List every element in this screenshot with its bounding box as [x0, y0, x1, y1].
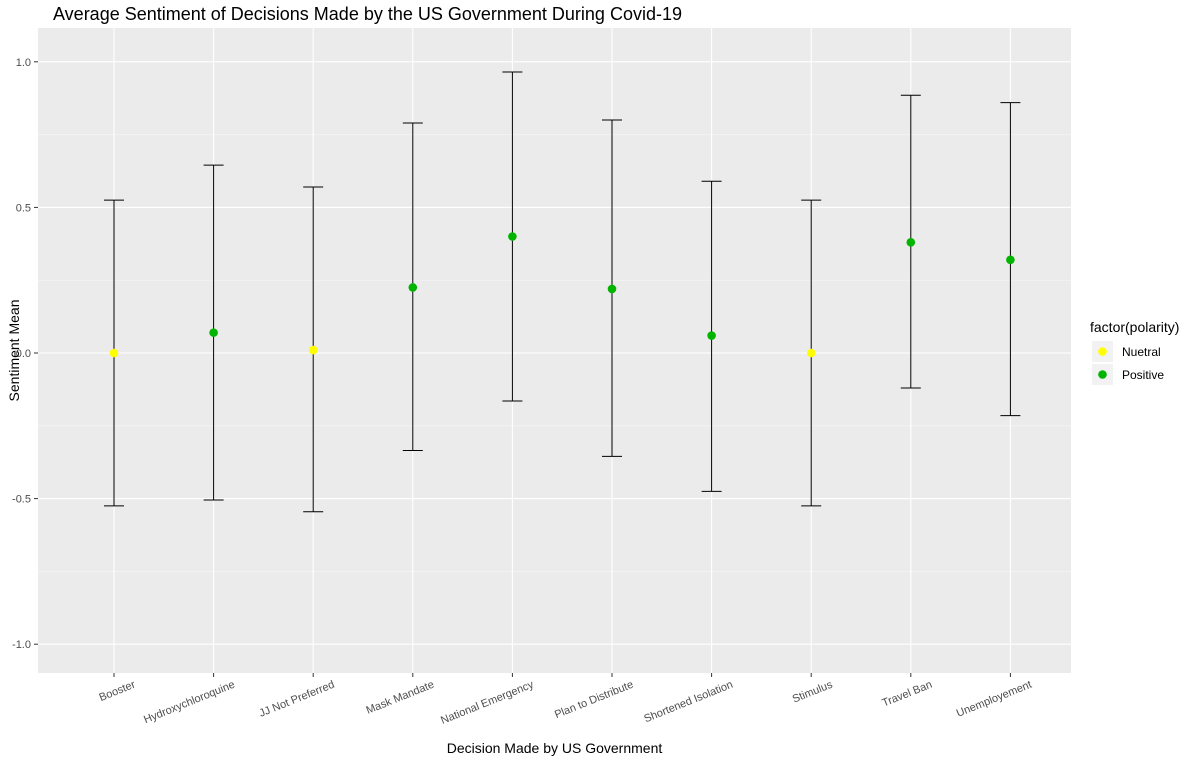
x-tick-label: Plan to Distribute [553, 679, 635, 722]
x-tick-label: Hydroxychloroquine [142, 679, 237, 727]
plot-panel [38, 28, 1071, 673]
x-tick-label: Stimulus [791, 678, 835, 705]
chart-title: Average Sentiment of Decisions Made by t… [53, 4, 682, 24]
y-tick-label: 0.5 [16, 202, 31, 214]
y-tick-label: 0.0 [16, 348, 31, 360]
x-tick-label: Booster [97, 679, 137, 704]
x-axis-ticks: Booster Hydroxychloroquine JJ Not Preferre… [97, 673, 1034, 727]
data-point [806, 348, 816, 358]
y-axis-ticks: -1.0 -0.5 0.0 0.5 1.0 [12, 57, 38, 651]
data-point [308, 345, 318, 355]
legend-key-dot [1098, 370, 1107, 379]
y-tick-label: 1.0 [16, 57, 31, 69]
x-tick-label: Mask Mandate [365, 679, 436, 717]
grid-minor [38, 134, 1071, 572]
legend-label: Positive [1122, 368, 1164, 382]
x-tick-label: JJ Not Preferred [258, 679, 337, 720]
legend-label: Nuetral [1122, 345, 1161, 359]
y-tick-label: -1.0 [12, 639, 31, 651]
data-point [707, 331, 716, 340]
x-tick-label: Unemployement [955, 679, 1034, 720]
legend-key-dot [1098, 347, 1107, 356]
x-tick-label: Shortened Isolation [642, 679, 734, 726]
data-point [109, 348, 119, 358]
data-points [109, 232, 1015, 358]
x-tick-label: National Emergency [439, 678, 536, 726]
data-point [1006, 255, 1015, 265]
data-point [508, 232, 517, 241]
data-point [408, 283, 418, 292]
y-tick-label: -0.5 [12, 494, 31, 506]
y-axis-title: Sentiment Mean [6, 300, 22, 402]
data-point [209, 328, 218, 337]
data-point [906, 238, 916, 247]
x-axis-title: Decision Made by US Government [447, 740, 663, 756]
legend: factor(polarity) Nuetral Positive [1090, 319, 1179, 385]
x-tick-label: Travel Ban [880, 679, 933, 710]
data-point [607, 284, 617, 294]
legend-title: factor(polarity) [1090, 319, 1179, 335]
